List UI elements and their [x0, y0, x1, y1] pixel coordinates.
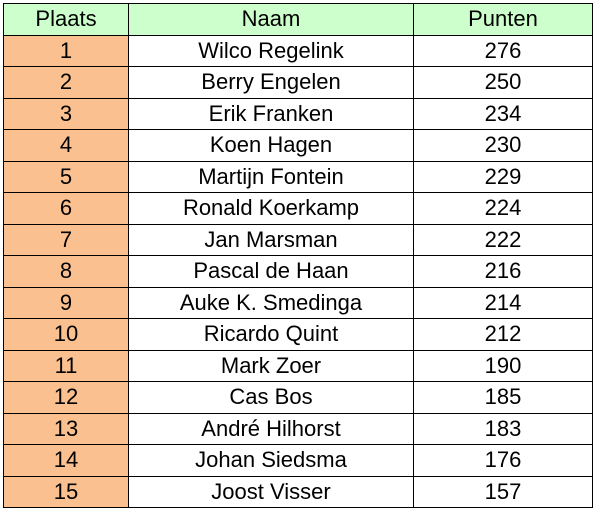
cell-naam: Koen Hagen: [128, 129, 414, 162]
cell-punten: 183: [413, 412, 593, 445]
cell-naam: Martijn Fontein: [128, 160, 414, 193]
table-row: 11 Mark Zoer 190: [3, 349, 593, 382]
table-row: 9 Auke K. Smedinga 214: [3, 286, 593, 319]
cell-naam: Ronald Koerkamp: [128, 192, 414, 225]
header-plaats: Plaats: [3, 3, 129, 36]
cell-punten: 230: [413, 129, 593, 162]
table-row: 15 Joost Visser 157: [3, 475, 593, 508]
table-row: 8 Pascal de Haan 216: [3, 255, 593, 288]
cell-punten: 276: [413, 34, 593, 67]
table-row: 4 Koen Hagen 230: [3, 129, 593, 162]
cell-plaats: 9: [3, 286, 129, 319]
table-row: 5 Martijn Fontein 229: [3, 160, 593, 193]
cell-punten: 212: [413, 318, 593, 351]
cell-naam: Ricardo Quint: [128, 318, 414, 351]
cell-naam: Wilco Regelink: [128, 34, 414, 67]
cell-naam: André Hilhorst: [128, 412, 414, 445]
table-row: 2 Berry Engelen 250: [3, 66, 593, 99]
cell-naam: Joost Visser: [128, 475, 414, 508]
cell-plaats: 13: [3, 412, 129, 445]
cell-plaats: 15: [3, 475, 129, 508]
cell-punten: 224: [413, 192, 593, 225]
cell-punten: 222: [413, 223, 593, 256]
header-row: Plaats Naam Punten: [3, 3, 593, 36]
ranking-table-body: 1 Wilco Regelink 276 2 Berry Engelen 250 3 Erik…: [3, 34, 593, 508]
cell-naam: Mark Zoer: [128, 349, 414, 382]
cell-plaats: 1: [3, 34, 129, 67]
table-row: 6 Ronald Koerkamp 224: [3, 192, 593, 225]
cell-plaats: 14: [3, 444, 129, 477]
table-row: 10 Ricardo Quint 212: [3, 318, 593, 351]
cell-naam: Cas Bos: [128, 381, 414, 414]
cell-punten: 190: [413, 349, 593, 382]
cell-naam: Auke K. Smedinga: [128, 286, 414, 319]
cell-naam: Pascal de Haan: [128, 255, 414, 288]
cell-plaats: 7: [3, 223, 129, 256]
ranking-table-header: Plaats Naam Punten: [3, 3, 593, 36]
cell-naam: Erik Franken: [128, 97, 414, 130]
ranking-table: Plaats Naam Punten 1 Wilco Regelink 276 2 Be…: [3, 3, 593, 508]
cell-punten: 250: [413, 66, 593, 99]
cell-punten: 157: [413, 475, 593, 508]
header-naam: Naam: [128, 3, 414, 36]
cell-punten: 185: [413, 381, 593, 414]
cell-plaats: 2: [3, 66, 129, 99]
table-row: 7 Jan Marsman 222: [3, 223, 593, 256]
cell-naam: Johan Siedsma: [128, 444, 414, 477]
cell-punten: 176: [413, 444, 593, 477]
table-row: 12 Cas Bos 185: [3, 381, 593, 414]
cell-plaats: 12: [3, 381, 129, 414]
cell-plaats: 11: [3, 349, 129, 382]
table-row: 14 Johan Siedsma 176: [3, 444, 593, 477]
cell-punten: 214: [413, 286, 593, 319]
cell-plaats: 8: [3, 255, 129, 288]
cell-punten: 229: [413, 160, 593, 193]
cell-punten: 216: [413, 255, 593, 288]
table-row: 1 Wilco Regelink 276: [3, 34, 593, 67]
table-row: 13 André Hilhorst 183: [3, 412, 593, 445]
table-row: 3 Erik Franken 234: [3, 97, 593, 130]
cell-naam: Jan Marsman: [128, 223, 414, 256]
cell-plaats: 5: [3, 160, 129, 193]
header-punten: Punten: [413, 3, 593, 36]
cell-naam: Berry Engelen: [128, 66, 414, 99]
cell-plaats: 10: [3, 318, 129, 351]
cell-plaats: 6: [3, 192, 129, 225]
cell-plaats: 4: [3, 129, 129, 162]
cell-plaats: 3: [3, 97, 129, 130]
cell-punten: 234: [413, 97, 593, 130]
